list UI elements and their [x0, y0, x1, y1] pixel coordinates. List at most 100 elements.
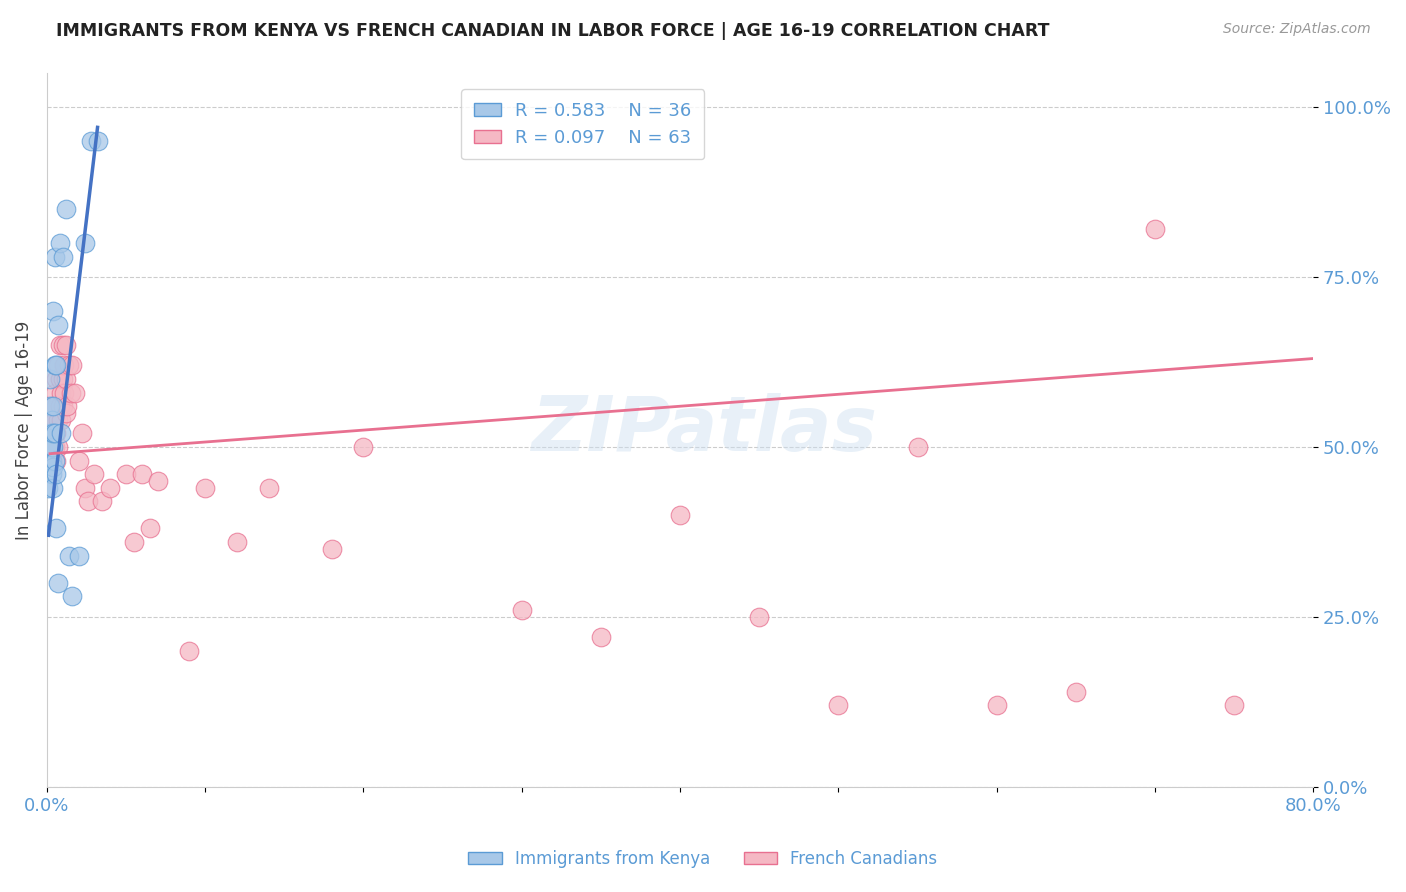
Point — [67, 549, 90, 563]
Point — [60, 359, 83, 373]
Point — [48, 399, 70, 413]
Point — [46, 440, 69, 454]
Point — [53, 359, 76, 373]
Point — [41, 413, 63, 427]
Point — [44, 359, 66, 373]
Point — [139, 521, 162, 535]
Point — [669, 508, 692, 522]
Point — [45, 359, 67, 373]
Point — [73, 235, 96, 250]
Point — [49, 385, 72, 400]
Point — [827, 698, 849, 713]
Point — [73, 481, 96, 495]
Point — [48, 372, 70, 386]
Point — [257, 481, 280, 495]
Point — [44, 426, 66, 441]
Point — [39, 440, 62, 454]
Point — [748, 610, 770, 624]
Point — [510, 603, 533, 617]
Point — [59, 385, 82, 400]
Point — [37, 453, 59, 467]
Point — [53, 385, 76, 400]
Point — [58, 549, 80, 563]
Point — [46, 413, 69, 427]
Point — [42, 460, 65, 475]
Y-axis label: In Labor Force | Age 16-19: In Labor Force | Age 16-19 — [15, 320, 32, 540]
Text: Source: ZipAtlas.com: Source: ZipAtlas.com — [1223, 22, 1371, 37]
Point — [39, 426, 62, 441]
Point — [48, 235, 70, 250]
Point — [41, 426, 63, 441]
Point — [91, 494, 114, 508]
Point — [42, 440, 65, 454]
Point — [49, 413, 72, 427]
Point — [45, 467, 67, 482]
Point — [52, 372, 75, 386]
Point — [44, 440, 66, 454]
Point — [41, 453, 63, 467]
Point — [45, 399, 67, 413]
Point — [146, 474, 169, 488]
Point — [65, 385, 87, 400]
Point — [131, 467, 153, 482]
Point — [321, 541, 343, 556]
Point — [39, 372, 62, 386]
Point — [49, 426, 72, 441]
Text: ZIPatlas: ZIPatlas — [533, 392, 879, 467]
Legend: Immigrants from Kenya, French Canadians: Immigrants from Kenya, French Canadians — [461, 844, 945, 875]
Point — [42, 399, 65, 413]
Point — [52, 338, 75, 352]
Point — [42, 426, 65, 441]
Point — [55, 202, 77, 216]
Point — [45, 453, 67, 467]
Point — [70, 426, 93, 441]
Point — [55, 338, 77, 352]
Point — [55, 372, 77, 386]
Point — [80, 134, 103, 148]
Point — [45, 372, 67, 386]
Point — [45, 426, 67, 441]
Point — [179, 644, 201, 658]
Point — [42, 399, 65, 413]
Point — [41, 426, 63, 441]
Point — [56, 399, 79, 413]
Point — [83, 467, 105, 482]
Point — [44, 250, 66, 264]
Point — [122, 535, 145, 549]
Point — [52, 399, 75, 413]
Text: IMMIGRANTS FROM KENYA VS FRENCH CANADIAN IN LABOR FORCE | AGE 16-19 CORRELATION : IMMIGRANTS FROM KENYA VS FRENCH CANADIAN… — [56, 22, 1050, 40]
Point — [37, 481, 59, 495]
Point — [45, 521, 67, 535]
Point — [77, 494, 100, 508]
Point — [55, 406, 77, 420]
Point — [42, 413, 65, 427]
Point — [353, 440, 375, 454]
Point — [52, 250, 75, 264]
Point — [42, 304, 65, 318]
Point — [58, 359, 80, 373]
Legend: R = 0.583    N = 36, R = 0.097    N = 63: R = 0.583 N = 36, R = 0.097 N = 63 — [461, 89, 704, 160]
Point — [46, 318, 69, 332]
Point — [41, 440, 63, 454]
Point — [589, 630, 612, 644]
Point — [46, 359, 69, 373]
Point — [225, 535, 247, 549]
Point — [42, 481, 65, 495]
Point — [44, 426, 66, 441]
Point — [44, 385, 66, 400]
Point — [67, 453, 90, 467]
Point — [48, 338, 70, 352]
Point — [44, 453, 66, 467]
Point — [986, 698, 1008, 713]
Point — [1064, 684, 1087, 698]
Point — [86, 134, 108, 148]
Point — [42, 440, 65, 454]
Point — [41, 467, 63, 482]
Point — [60, 590, 83, 604]
Point — [1223, 698, 1246, 713]
Point — [39, 399, 62, 413]
Point — [41, 453, 63, 467]
Point — [907, 440, 929, 454]
Point — [115, 467, 138, 482]
Point — [39, 440, 62, 454]
